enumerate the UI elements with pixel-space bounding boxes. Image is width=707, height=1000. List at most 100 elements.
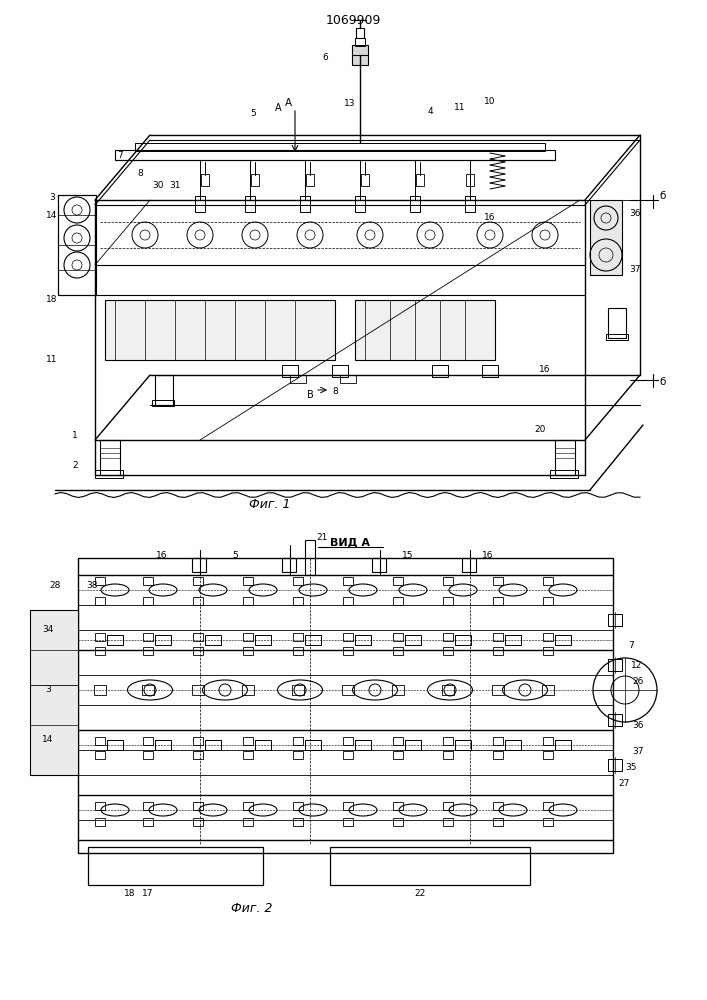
Text: б: б [660,191,666,201]
Bar [343,802,353,810]
Bar [443,802,453,810]
Bar [356,28,364,38]
Bar [542,685,554,695]
Text: А: А [275,103,281,113]
Bar [352,45,368,65]
Bar [293,802,303,810]
Bar [608,659,622,671]
Bar [493,647,503,655]
Bar [95,577,105,585]
Bar [393,737,403,745]
Bar [290,375,306,383]
Bar [455,635,471,645]
Bar [416,174,424,186]
Text: 27: 27 [619,778,630,788]
Bar [393,647,403,655]
Bar [305,540,315,575]
Bar [608,759,622,771]
Bar [410,196,420,212]
Text: А: А [284,98,291,108]
Bar [95,597,105,605]
Text: 16: 16 [484,214,496,223]
Text: 6: 6 [322,52,328,62]
Text: 37: 37 [632,748,644,756]
Bar [443,597,453,605]
Text: 12: 12 [631,660,643,670]
Text: 35: 35 [625,764,637,772]
Text: 11: 11 [455,103,466,111]
Bar [343,737,353,745]
Bar [243,818,253,826]
Text: 38: 38 [86,580,98,589]
Bar [255,635,271,645]
Text: 2: 2 [72,460,78,470]
Bar [193,737,203,745]
Text: 22: 22 [414,888,426,898]
Bar [543,577,553,585]
Text: 36: 36 [632,720,644,730]
Text: 8: 8 [137,168,143,178]
Bar [243,751,253,759]
Bar [243,647,253,655]
Bar [493,597,503,605]
Bar [443,751,453,759]
Bar [282,365,298,377]
Text: 10: 10 [484,98,496,106]
Bar [205,635,221,645]
Bar [282,558,296,572]
Text: 16: 16 [156,550,168,560]
Bar [143,597,153,605]
Bar [543,802,553,810]
Bar [443,577,453,585]
Bar [493,802,503,810]
Text: 17: 17 [142,888,153,898]
Bar [393,751,403,759]
Bar [95,647,105,655]
Text: 34: 34 [42,626,54,635]
Bar [493,751,503,759]
Bar [343,818,353,826]
Bar [105,300,335,360]
Bar [608,308,626,338]
Bar [543,633,553,641]
Bar [251,174,259,186]
Text: 7: 7 [117,150,123,159]
Bar [243,737,253,745]
Bar [95,470,123,478]
Bar [293,633,303,641]
Text: 14: 14 [42,736,54,744]
Bar [393,597,403,605]
Bar [143,577,153,585]
Bar [482,365,498,377]
Bar [107,635,123,645]
Bar [343,647,353,655]
Bar [493,633,503,641]
Bar [432,365,448,377]
Bar [355,38,365,46]
Bar [193,577,203,585]
Bar [30,610,78,775]
Bar [462,558,476,572]
Bar [505,740,521,750]
Bar [332,365,348,377]
Bar [442,685,454,695]
Bar [343,751,353,759]
Bar [493,577,503,585]
Bar [306,174,314,186]
Bar [455,740,471,750]
Text: 21: 21 [316,534,327,542]
Text: 18: 18 [46,296,58,304]
Text: 5: 5 [250,108,256,117]
Bar [606,334,628,340]
Bar [155,375,173,405]
Bar [543,597,553,605]
Bar [201,174,209,186]
Bar [393,802,403,810]
Bar [293,577,303,585]
Bar [143,802,153,810]
Bar [193,647,203,655]
Bar [355,740,371,750]
Bar [95,200,585,440]
Bar [193,818,203,826]
Text: 20: 20 [534,426,546,434]
